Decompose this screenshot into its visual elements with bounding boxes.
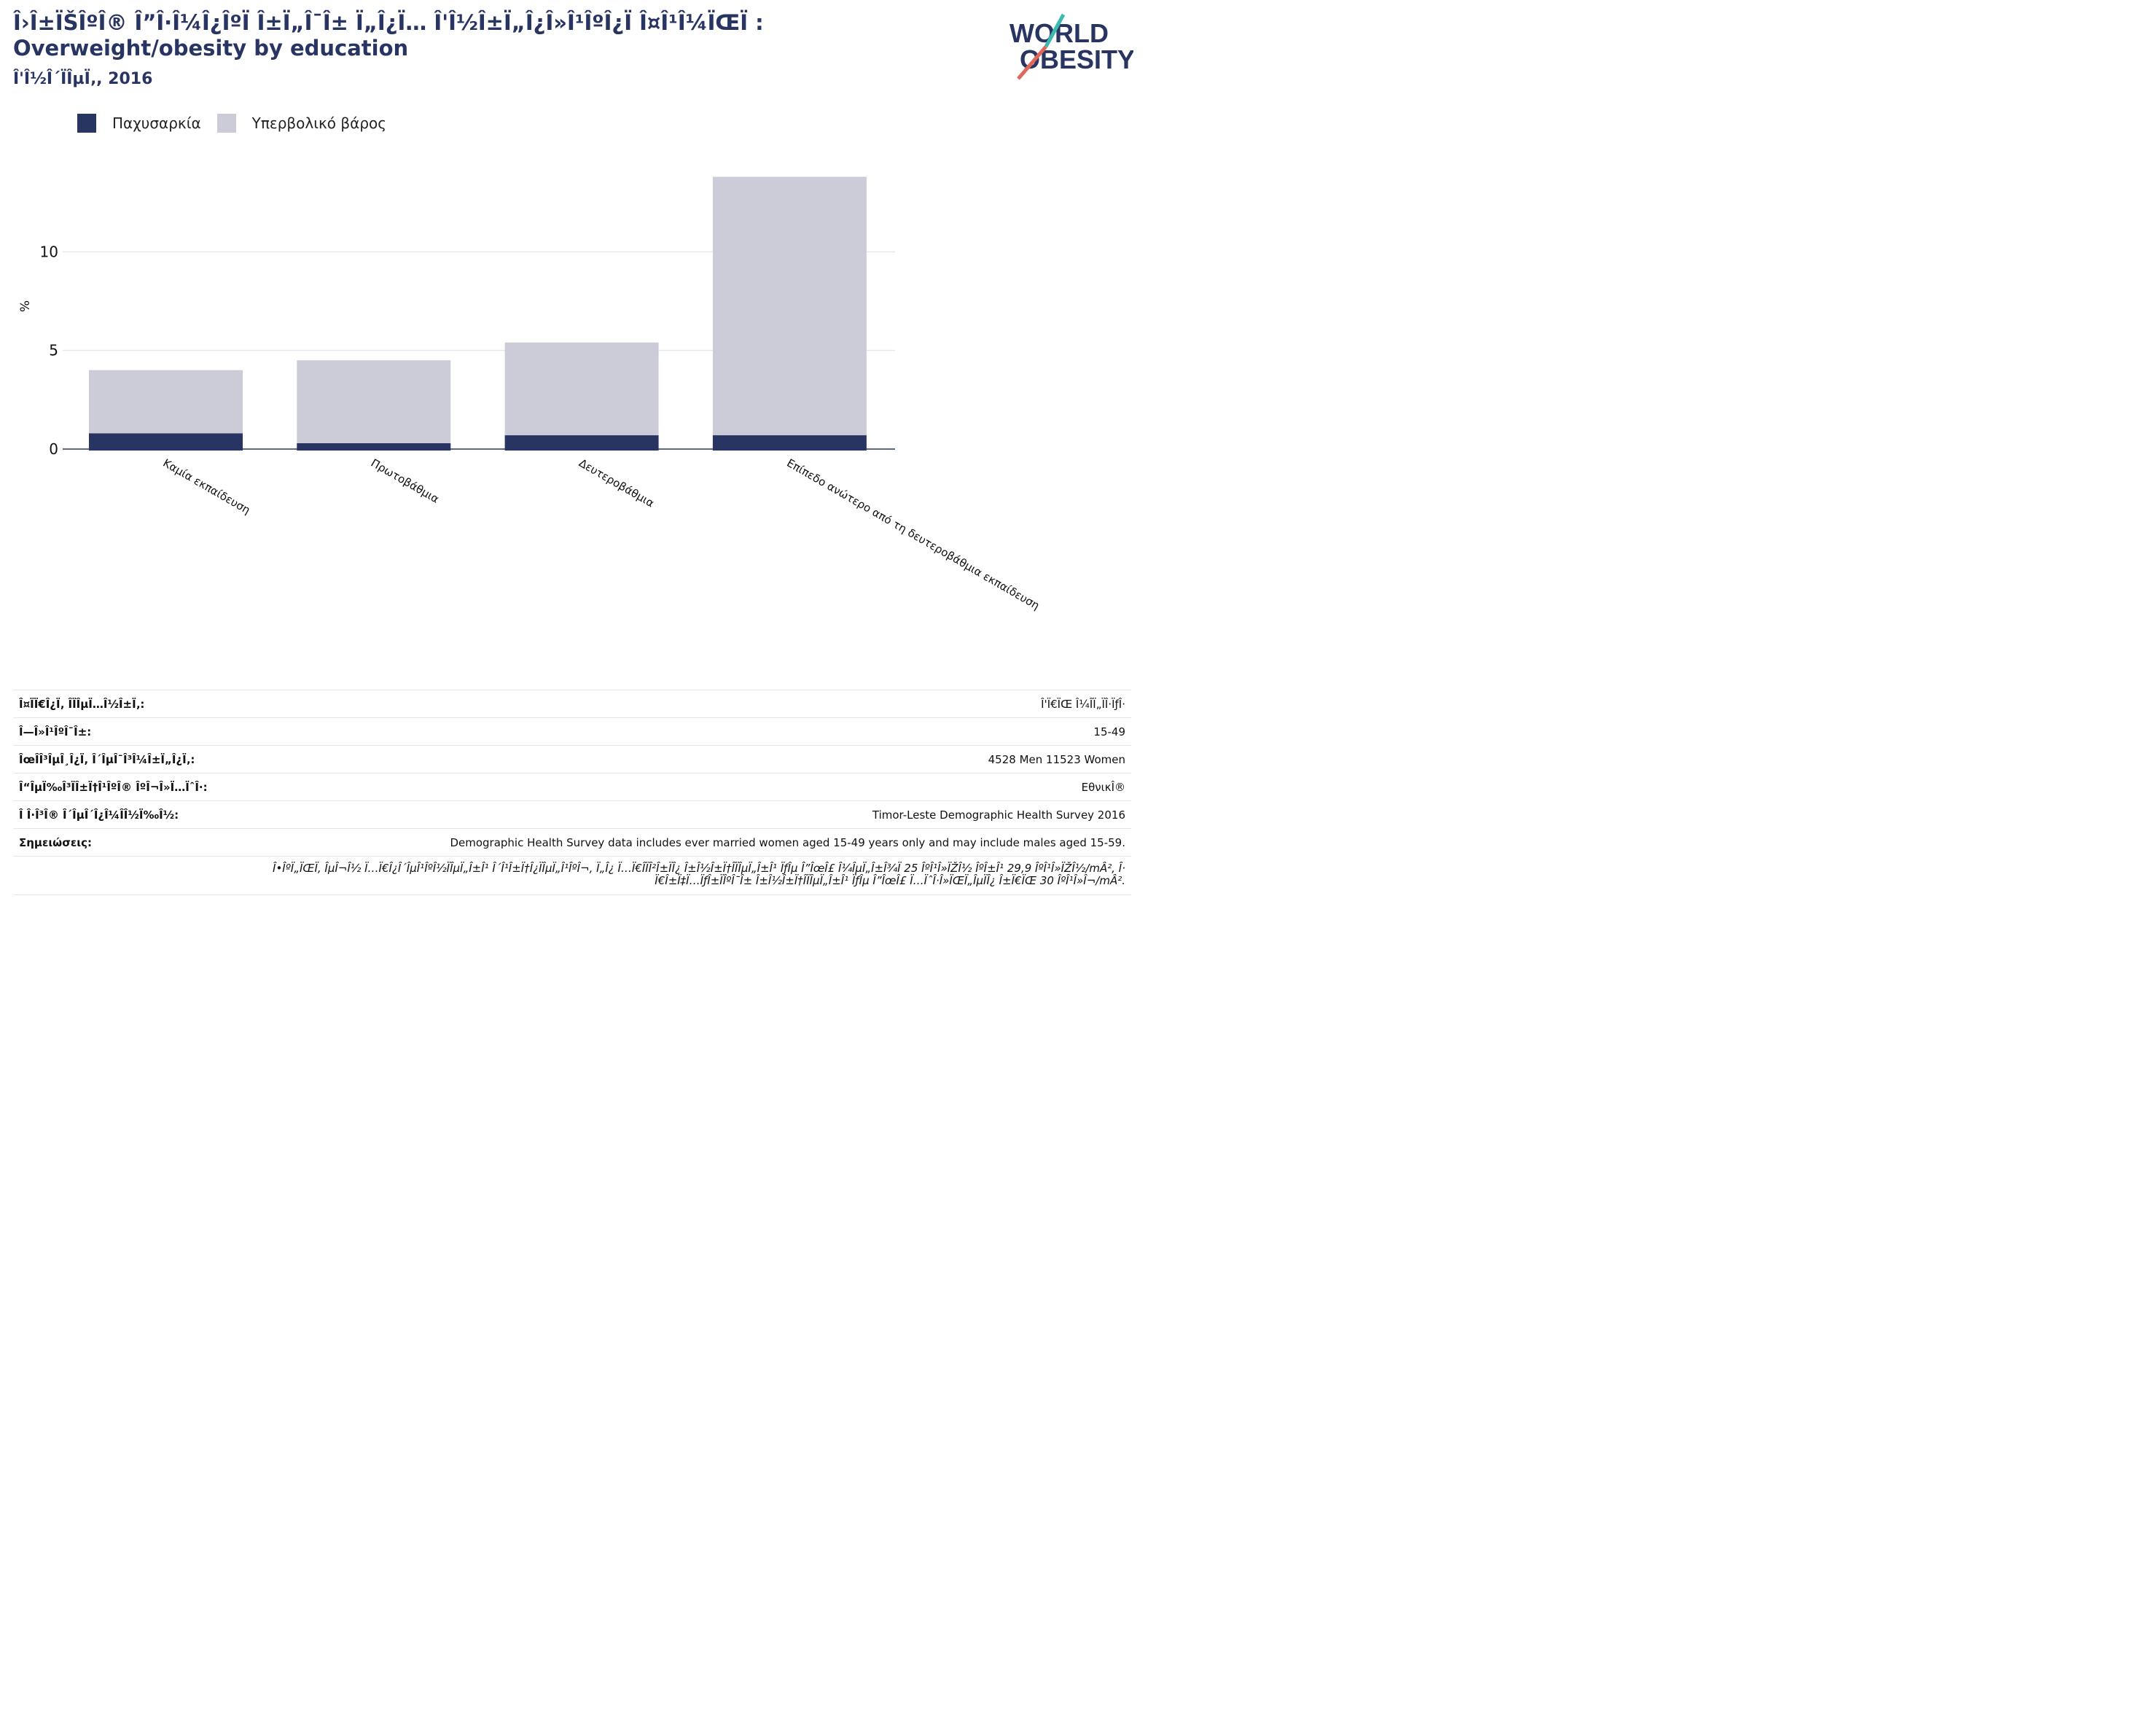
meta-value: Demographic Health Survey data includes … — [450, 835, 1125, 849]
y-tick-label: 0 — [49, 440, 58, 458]
x-tick-label: Επίπεδο ανώτερο από τη δευτεροβάθμια εκπ… — [784, 456, 1042, 612]
metadata-table: Î¤ÏÏ€Î¿Ï‚ Î­ÏÎµÏ…Î½Î±Ï‚: Î'Ï€ÏŒ Î¼Î­Ï„ÏÎ… — [13, 690, 1131, 895]
legend-item-overweight[interactable]: Υπερβολικό βάρος — [216, 114, 387, 133]
x-tick-label: Καμία εκπαίδευση — [161, 456, 253, 517]
bar-overweight-1 — [297, 360, 451, 443]
meta-label: Σημειώσεις: — [19, 835, 92, 849]
y-tick-label: 5 — [49, 342, 58, 359]
meta-footnote: Î•ÎºÏ„ÏŒÏ‚ ÎµÎ¬Î½ Ï…Ï€Î¿Î´ÎµÎ¹ÎºÎ½ÏÎµÏ„Î… — [13, 856, 1131, 895]
legend-label-obesity: Παχυσαρκία — [112, 114, 201, 132]
x-tick-label: Δευτεροβάθμια — [577, 456, 657, 510]
meta-row-notes: Σημειώσεις: Demographic Health Survey da… — [13, 828, 1131, 856]
bar-overweight-3 — [712, 176, 867, 436]
meta-row-survey-type: Î¤ÏÏ€Î¿Ï‚ Î­ÏÎµÏ…Î½Î±Ï‚: Î'Ï€ÏŒ Î¼Î­Ï„ÏÎ… — [13, 690, 1131, 717]
bar-obesity-0 — [89, 433, 243, 451]
logo-slash-coral — [1017, 45, 1047, 80]
title-line-2: Overweight/obesity by education — [13, 36, 409, 61]
page-title: Î›Î±ÏŠÎºÎ® Î”Î·Î¼Î¿ÎºÏ Î±Ï„Î¯Î± Ï„Î¿Ï… Î… — [13, 10, 975, 61]
title-line-1: Î›Î±ÏŠÎºÎ® Î”Î·Î¼Î¿ÎºÏ Î±Ï„Î¯Î± Ï„Î¿Ï… Î… — [13, 10, 764, 35]
meta-value: 15-49 — [1093, 725, 1125, 738]
y-axis-label: % — [18, 300, 33, 312]
page-subtitle: Î'Î½Î´ÏÎµÏ‚, 2016 — [13, 70, 153, 88]
meta-value: 4528 Men 11523 Women — [988, 752, 1125, 766]
bar-obesity-2 — [504, 435, 659, 451]
x-tick-label: Πρωτοβάθμια — [369, 456, 442, 506]
bar-chart: 0 5 10% Καμία εκπαίδευση Πρωτοβάθμια Δευτεροβ… — [18, 176, 1042, 612]
meta-label: Î Î·Î³Î® Î´ÎµÎ´Î¿Î¼Î­Î½Ï‰Î½: — [19, 808, 179, 822]
y-tick-label: 10 — [40, 243, 58, 260]
footnote-line-1: Î•ÎºÏ„ÏŒÏ‚ ÎµÎ¬Î½ Ï…Ï€Î¿Î´ÎµÎ¹ÎºÎ½ÏÎµÏ„Î… — [273, 862, 1125, 875]
bar-overweight-0 — [89, 370, 243, 434]
legend-item-obesity[interactable]: Παχυσαρκία — [77, 114, 201, 133]
meta-label: Î“ÎµÏ‰Î³ÏÎ±Ï†Î¹ÎºÎ® ÎºÎ¬Î»Ï…ÏˆÎ·: — [19, 780, 208, 794]
meta-row-age: Î—Î»Î¹ÎºÎ¯Î±: 15-49 — [13, 717, 1131, 745]
world-obesity-logo: WORLD OBESITY — [1009, 13, 1133, 80]
bar-overweight-2 — [504, 342, 659, 436]
legend-label-overweight: Υπερβολικό βάρος — [251, 114, 387, 132]
meta-label: ÎœÎ­Î³ÎµÎ¸Î¿Ï‚ Î´ÎµÎ¯Î³Î¼Î±Ï„Î¿Ï‚: — [19, 752, 195, 766]
footnote-line-2: Ï€Î±Ï‡Ï…ÏƒÎ±ÏÎºÎ¯Î± Î±Î½Î±Ï†Î­ÏÎµÏ„Î±Î¹ … — [655, 874, 1125, 887]
meta-label: Î—Î»Î¹ÎºÎ¯Î±: — [19, 725, 92, 738]
meta-value: ΕθνικÎ® — [1081, 780, 1125, 794]
bar-obesity-1 — [297, 443, 451, 451]
bar-obesity-3 — [712, 435, 867, 451]
meta-row-coverage: Î“ÎµÏ‰Î³ÏÎ±Ï†Î¹ÎºÎ® ÎºÎ¬Î»Ï…ÏˆÎ·: ΕθνικÎ… — [13, 773, 1131, 800]
logo-slash-teal — [1044, 13, 1066, 48]
legend-swatch-obesity — [77, 114, 96, 133]
meta-row-source: Î Î·Î³Î® Î´ÎµÎ´Î¿Î¼Î­Î½Ï‰Î½: Timor-Leste… — [13, 800, 1131, 828]
legend-swatch-overweight — [216, 114, 236, 133]
logo-line-2: OBESITY — [1020, 44, 1133, 74]
meta-label: Î¤ÏÏ€Î¿Ï‚ Î­ÏÎµÏ…Î½Î±Ï‚: — [19, 697, 145, 711]
meta-value: Î'Ï€ÏŒ Î¼Î­Ï„ÏÎ·ÏƒÎ· — [1041, 697, 1125, 711]
chart-legend: Παχυσαρκία Υπερβολικό βάρος — [77, 114, 402, 133]
meta-value: Timor-Leste Demographic Health Survey 20… — [872, 808, 1125, 822]
meta-row-sample-size: ÎœÎ­Î³ÎµÎ¸Î¿Ï‚ Î´ÎµÎ¯Î³Î¼Î±Ï„Î¿Ï‚: 4528 … — [13, 745, 1131, 773]
